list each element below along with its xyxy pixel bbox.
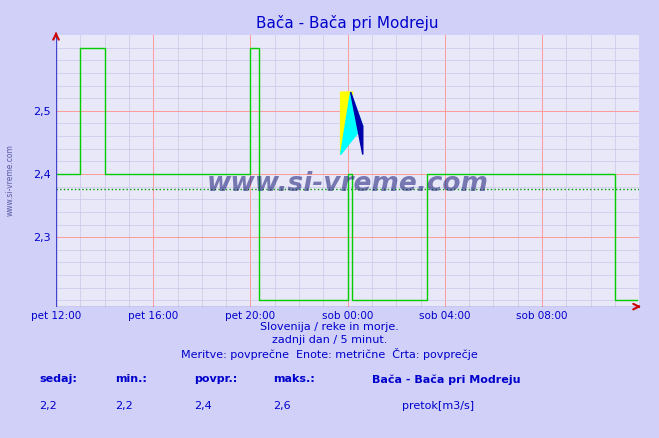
Text: 2,4: 2,4 (194, 401, 212, 411)
Text: 2,6: 2,6 (273, 401, 291, 411)
Text: 2,2: 2,2 (115, 401, 133, 411)
Text: min.:: min.: (115, 374, 147, 385)
Text: Meritve: povprečne  Enote: metrične  Črta: povprečje: Meritve: povprečne Enote: metrične Črta:… (181, 348, 478, 360)
Text: pretok[m3/s]: pretok[m3/s] (402, 401, 474, 411)
Text: sedaj:: sedaj: (40, 374, 77, 385)
Text: www.si-vreme.com: www.si-vreme.com (6, 144, 15, 215)
Polygon shape (341, 92, 363, 155)
Text: 2,2: 2,2 (40, 401, 57, 411)
Text: Bača - Bača pri Modreju: Bača - Bača pri Modreju (372, 374, 521, 385)
Polygon shape (341, 92, 353, 155)
Text: www.si-vreme.com: www.si-vreme.com (207, 171, 488, 198)
Text: Slovenija / reke in morje.: Slovenija / reke in morje. (260, 322, 399, 332)
Title: Bača - Bača pri Modreju: Bača - Bača pri Modreju (256, 15, 439, 31)
Text: maks.:: maks.: (273, 374, 315, 385)
Text: povpr.:: povpr.: (194, 374, 238, 385)
Polygon shape (351, 92, 363, 155)
Text: zadnji dan / 5 minut.: zadnji dan / 5 minut. (272, 335, 387, 345)
